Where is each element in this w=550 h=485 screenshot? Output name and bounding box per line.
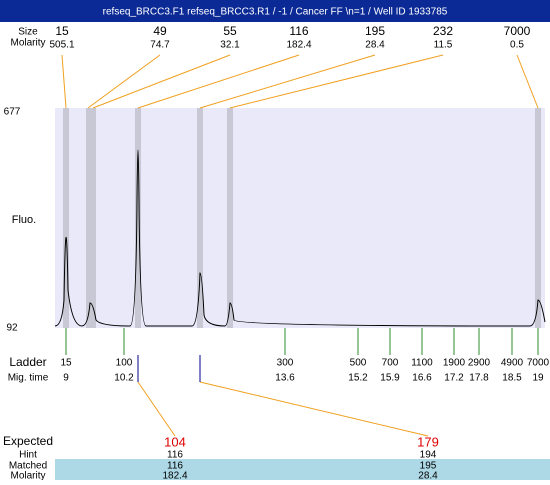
matched-value: 116 [167,461,183,472]
molarity-value: 182.4 [162,471,187,480]
peak-size: 232 [433,24,453,38]
ladder-size: 300 [277,358,294,369]
ladder-size: 500 [350,358,367,369]
y-axis-label: Fluo. [12,214,36,226]
hint-value: 194 [420,450,437,461]
expected-value: 104 [164,434,186,449]
ladder-time: 10.2 [114,373,134,384]
ladder-time: 13.6 [275,373,295,384]
title-bar [0,0,550,22]
peak-size: 15 [55,24,69,38]
ladder-size: 7000 [527,358,550,369]
matched-band [55,459,550,480]
size-label: Size [18,27,38,38]
peak-size: 116 [289,24,308,38]
connectors [61,54,539,437]
ladder-time: 15.9 [380,373,400,384]
peak-molarity: 182.4 [286,40,311,51]
ladder-time: 18.5 [502,373,522,384]
peak-size: 49 [153,24,167,38]
ladder-time: 17.8 [469,373,489,384]
plot-area [55,108,545,328]
expected-label: Expected [3,434,53,448]
peak-molarity: 0.5 [510,40,524,51]
peak-molarity: 32.1 [220,40,240,51]
ladder-size: 4900 [501,358,524,369]
peak-molarity: 505.1 [49,40,74,51]
y-top-label: 677 [4,107,21,118]
molarity-row-label: Molarity [10,471,45,480]
peak-molarity: 74.7 [150,40,170,51]
ladder-time: 16.6 [412,373,432,384]
ladder-size: 1900 [443,358,466,369]
hint-label: Hint [19,450,37,461]
matched-value: 195 [420,461,437,472]
ladder-size: 100 [116,358,133,369]
sample-ticks [137,355,201,382]
ladder-size: 2900 [468,358,491,369]
ladder-time: 19 [532,373,544,384]
ladder-time: 9 [63,373,69,384]
title: refseq_BRCC3.F1 refseq_BRCC3.R1 / -1 / C… [103,7,448,18]
ladder-time: 15.2 [348,373,368,384]
peak-molarity: 11.5 [434,40,453,51]
peak-bands [63,108,541,328]
peak-size: 55 [223,24,237,38]
ladder-label: Ladder [9,355,46,369]
ladder-size: 1100 [411,358,433,369]
peak-size: 7000 [504,24,531,38]
y-bottom-label: 92 [6,323,18,334]
mig-time-label: Mig. time [8,373,49,384]
ladder-size: 15 [60,358,72,369]
ladder-time: 17.2 [444,373,464,384]
trace [54,149,546,327]
molarity-label: Molarity [10,38,45,49]
expected-value: 179 [417,434,439,449]
matched-label: Matched [9,461,47,472]
ladder-size: 700 [382,358,399,369]
molarity-value: 28.4 [418,471,438,480]
hint-value: 116 [167,450,183,461]
peak-size: 195 [365,24,385,38]
peak-molarity: 28.4 [365,40,385,51]
